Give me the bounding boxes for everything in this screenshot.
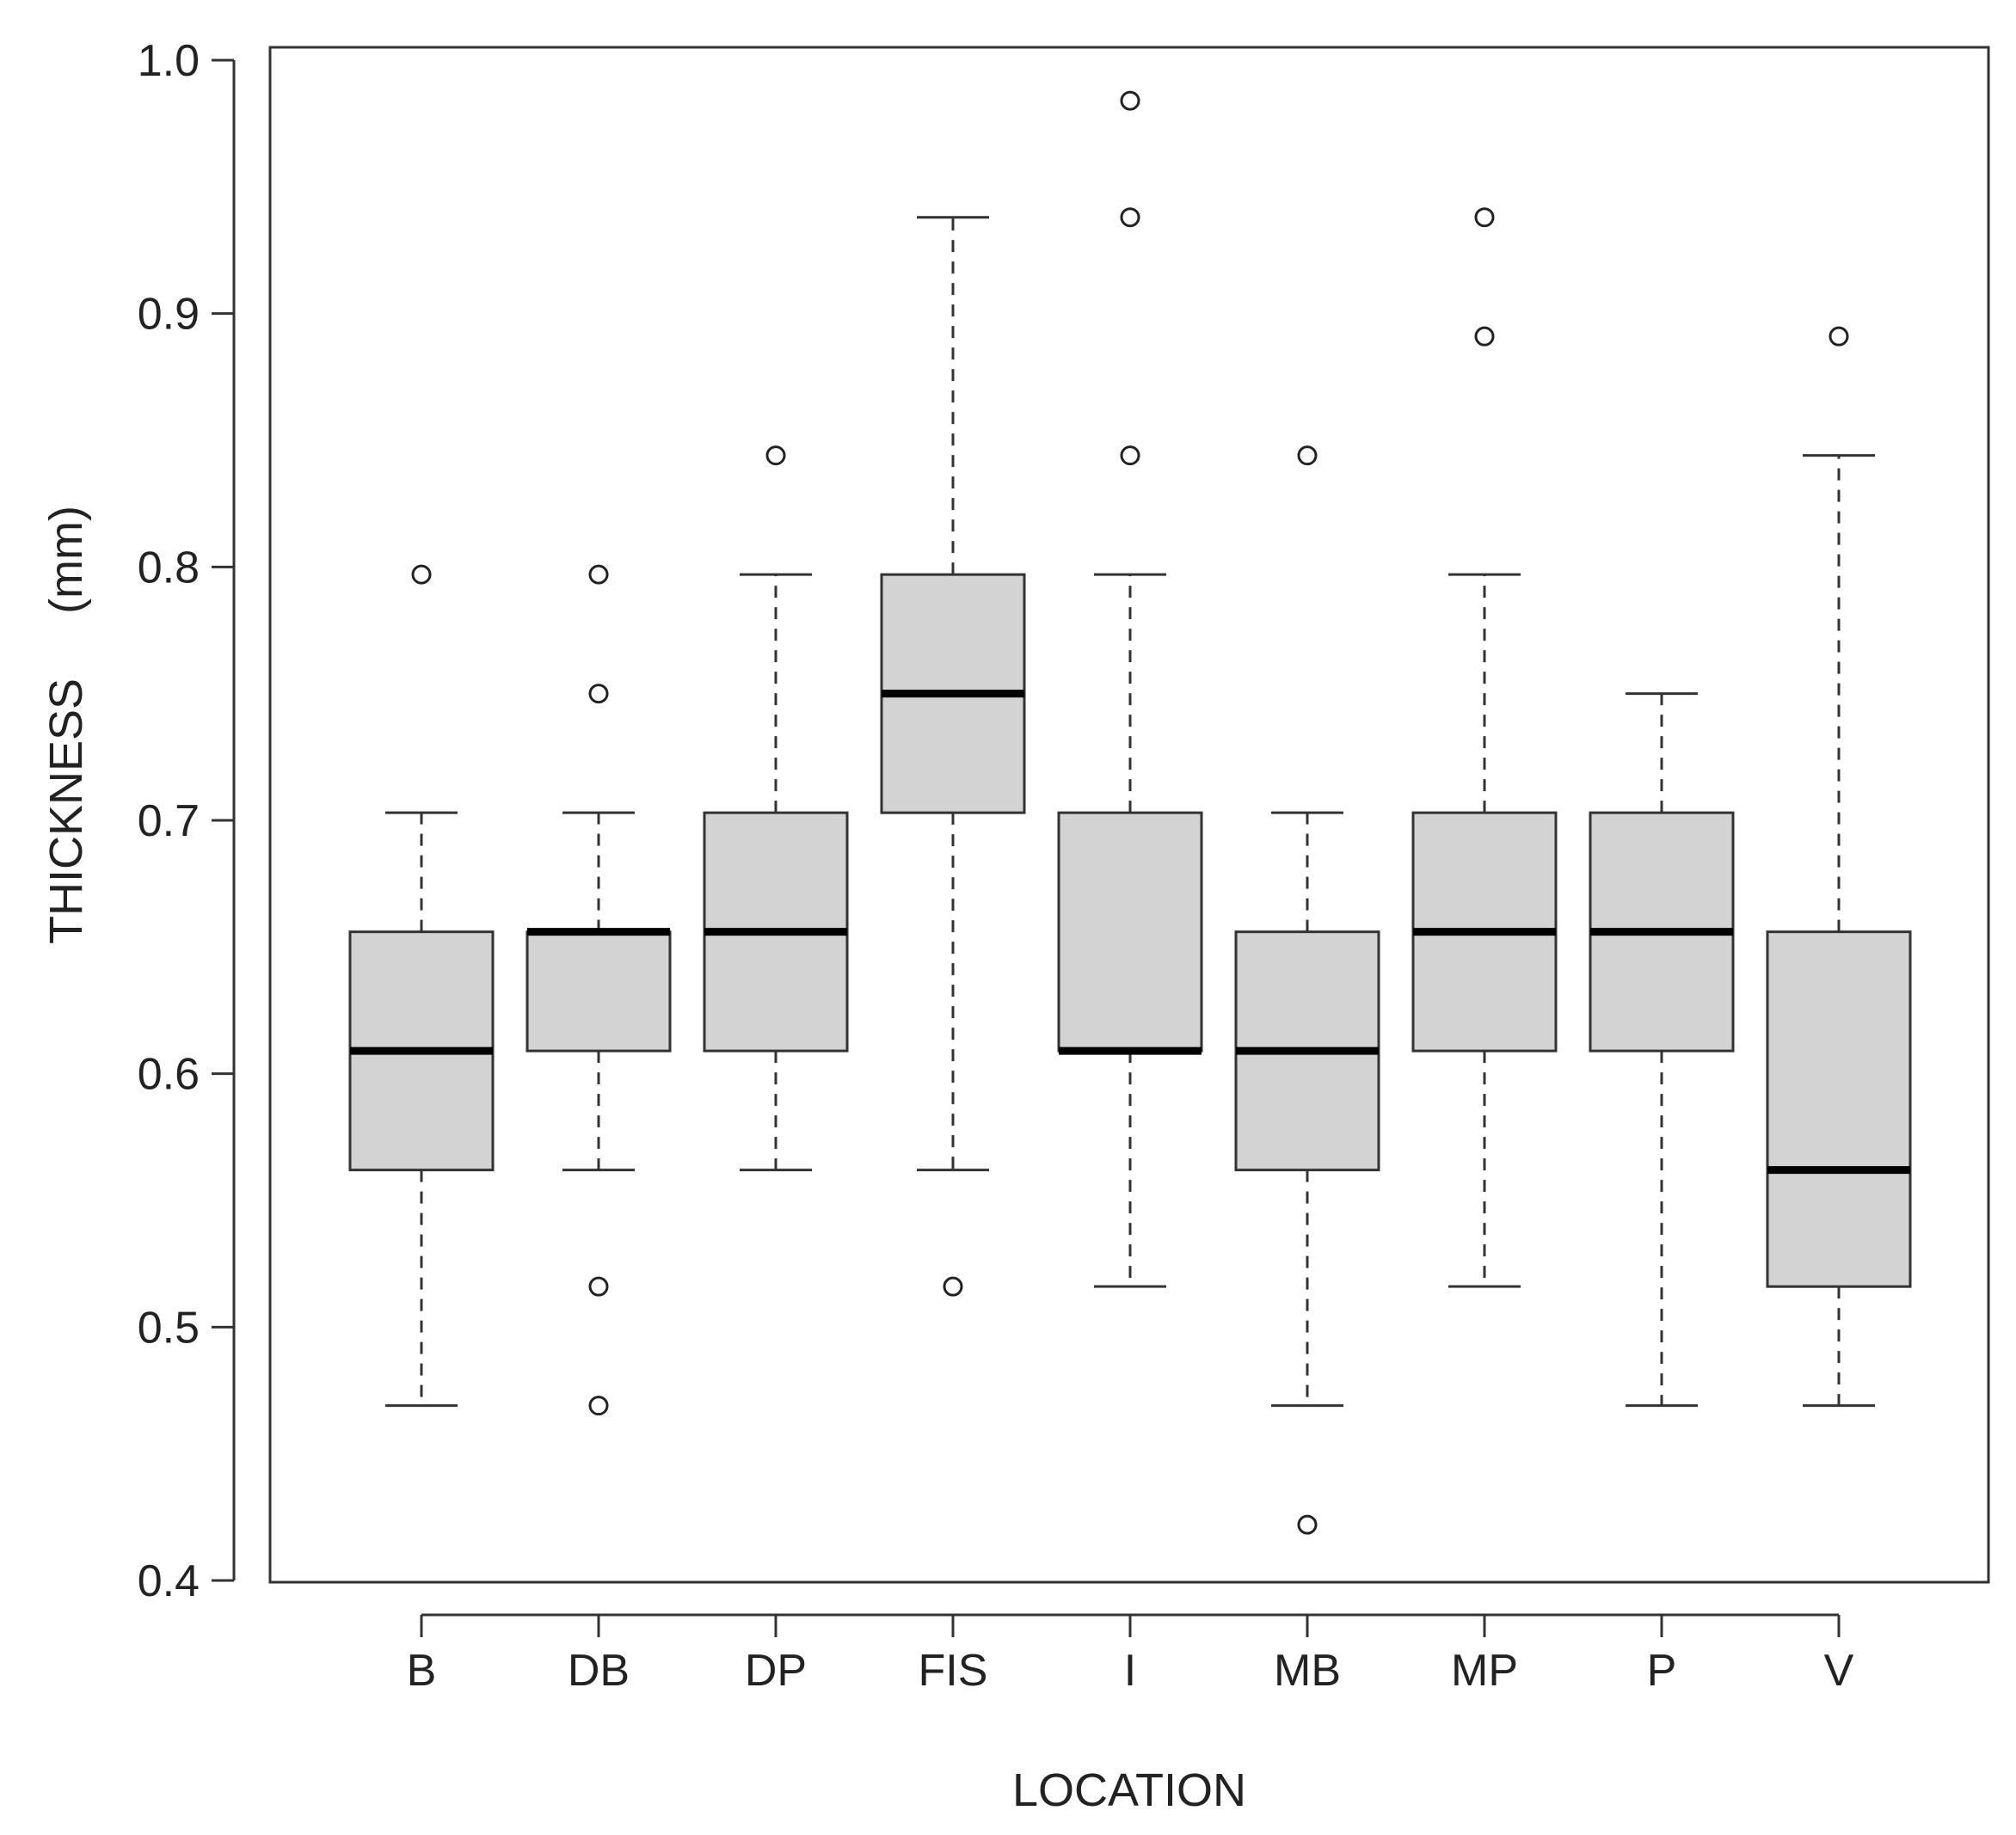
outlier-point [588,684,609,704]
outlier-point [1474,207,1495,228]
outlier-point [765,445,786,466]
y-tick-label: 0.5 [138,1303,200,1353]
x-tick-label: B [407,1646,437,1696]
outlier-point [1120,90,1140,111]
plot-frame [268,46,1990,1584]
outlier-point [943,1276,963,1297]
x-axis: B DB DP FIS I MB MP P V [407,1613,1854,1696]
x-tick-label: FIS [919,1646,988,1696]
y-tick-label: 0.8 [138,543,200,592]
outlier-point [1297,445,1318,466]
outlier-point [588,1276,609,1297]
outlier-point [588,564,609,585]
box-dp [703,445,849,1172]
box-mb [1234,445,1380,1535]
iqr-box [1766,930,1912,1288]
x-tick-label: DP [745,1646,807,1696]
x-tick-label: I [1124,1646,1136,1696]
outlier-point [1297,1514,1318,1535]
x-axis-title: LOCATION [1012,1764,1246,1816]
iqr-box [1057,811,1203,1053]
x-tick-label: MP [1451,1646,1518,1696]
outlier-point [411,564,432,585]
box-v [1766,326,1912,1408]
x-tick-label: DB [568,1646,630,1696]
box-db [526,564,672,1416]
y-tick-label: 0.4 [138,1556,200,1606]
outlier-point [588,1396,609,1416]
outlier-point [1829,326,1849,347]
outlier-point [1474,326,1495,347]
y-axis-title: THICKNESS (mm) [40,506,92,944]
box-fis [880,216,1026,1297]
plot-border [268,46,1990,1584]
x-tick-label: V [1824,1646,1854,1696]
outlier-point [1120,207,1140,228]
box-i [1057,90,1203,1288]
y-tick-label: 1.0 [138,36,200,86]
x-tick-label: P [1647,1646,1677,1696]
box-mp [1411,207,1558,1288]
box-b [348,564,495,1408]
y-tick-label: 0.7 [138,796,200,846]
outlier-point [1120,445,1140,466]
x-tick-label: MB [1274,1646,1341,1696]
y-tick-label: 0.6 [138,1050,200,1100]
y-tick-label: 0.9 [138,290,200,340]
boxes [348,90,1912,1535]
box-p [1589,692,1735,1408]
iqr-box [526,930,672,1053]
y-axis: 0.4 0.5 0.6 0.7 0.8 0.9 1.0 [138,36,236,1606]
